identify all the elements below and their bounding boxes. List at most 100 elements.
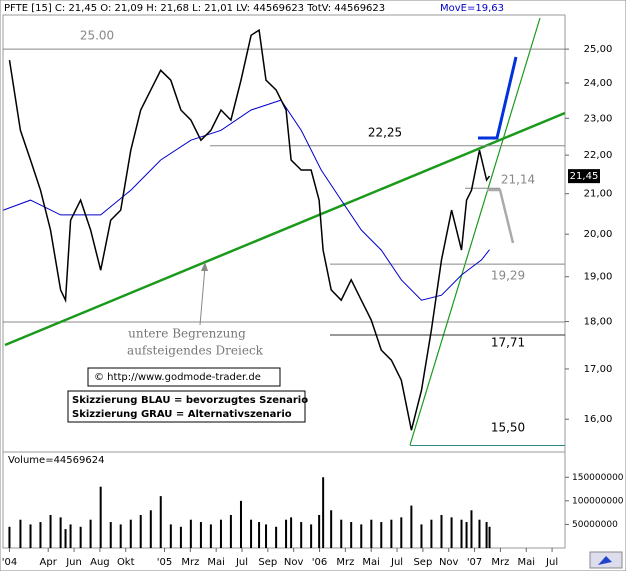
volume-tick-label: 50000000	[572, 520, 618, 530]
volume-tick-label: 150000000	[572, 473, 624, 483]
volume-bar	[49, 514, 52, 548]
volume-bar	[189, 519, 192, 548]
x-tick-label: Mai	[207, 557, 225, 568]
volume-bar	[64, 529, 67, 548]
tool-icon-glyph	[598, 556, 612, 565]
volume-bar	[430, 519, 433, 548]
volume-bar	[485, 522, 488, 548]
y-tick-label: 21,00	[584, 189, 613, 200]
y-tick-label: 25,00	[584, 44, 613, 55]
volume-bar	[229, 514, 232, 548]
volume-bar	[109, 522, 112, 548]
last-price-box	[568, 169, 600, 184]
volume-bar	[420, 524, 423, 548]
volume-bar	[465, 522, 468, 548]
volume-bar	[209, 524, 212, 548]
lower-trendline	[4, 111, 566, 347]
volume-bar	[119, 524, 122, 548]
x-tick-label: Nov	[284, 557, 304, 568]
copyright-box	[87, 367, 281, 387]
volume-bar	[169, 524, 172, 548]
volume-bar	[300, 522, 303, 548]
legend-note: Skizzierung GRAU = Alternativszenario	[72, 409, 292, 420]
price-line	[8, 28, 491, 431]
volume-bar	[290, 517, 293, 548]
ma-label: MovE=19,63	[440, 3, 504, 14]
volume-bar	[478, 519, 481, 548]
volume-bar	[310, 524, 313, 548]
volume-bar	[19, 519, 22, 548]
volume-bar	[8, 526, 11, 548]
x-tick-label: Apr	[40, 557, 58, 568]
volume-bar	[322, 477, 325, 548]
volume-bar	[99, 486, 102, 548]
volume-bar	[360, 524, 363, 548]
legend-box	[67, 390, 306, 423]
volume-bar	[350, 522, 353, 548]
x-tick-label: Mrz	[491, 557, 509, 568]
steep-trendline	[409, 17, 541, 446]
y-tick-label: 24,00	[584, 78, 613, 89]
x-tick-label: '06	[312, 557, 327, 568]
y-tick-label: 16,00	[584, 414, 613, 425]
volume-bar	[79, 526, 82, 548]
volume-bar	[139, 514, 142, 548]
x-tick-label: Jul	[235, 557, 248, 568]
y-tick-label: 19,00	[584, 272, 613, 283]
level-label: 19,29	[491, 269, 525, 283]
volume-bar	[149, 510, 152, 548]
volume-tick-label: 100000000	[572, 496, 624, 506]
annotation-text: aufsteigendes Dreieck	[127, 344, 264, 358]
x-tick-label: '05	[157, 557, 172, 568]
legend-note: Skizzierung BLAU = bevorzugtes Szenario	[72, 395, 308, 406]
y-tick-label: 18,00	[584, 317, 613, 328]
volume-bar	[199, 522, 202, 548]
arrowhead	[201, 262, 208, 271]
y-tick-label: 22,00	[584, 150, 613, 161]
volume-bar	[258, 522, 261, 548]
level-label: 21,14	[501, 173, 535, 187]
volume-bar	[275, 526, 278, 548]
x-tick-label: Jun	[65, 557, 82, 568]
x-tick-label: Mai	[362, 557, 380, 568]
volume-bar	[440, 514, 443, 548]
level-label: 17,71	[491, 336, 525, 350]
y-tick-label: 17,00	[584, 364, 613, 375]
volume-bar	[89, 519, 92, 548]
header: PFTE [15] C: 21,45 O: 21,09 H: 21,68 L: …	[4, 3, 385, 14]
x-tick-label: Sep	[258, 557, 277, 568]
volume-bar	[330, 510, 333, 548]
x-tick-label: Okt	[117, 557, 135, 568]
volume-bar	[318, 514, 321, 548]
x-tick-label: Mrz	[336, 557, 354, 568]
volume-bar	[39, 522, 42, 548]
volume-bar	[129, 519, 132, 548]
volume-bar	[488, 526, 491, 548]
annotation-text: untere Begrenzung	[128, 327, 246, 341]
volume-bar	[460, 519, 463, 548]
y-tick-label: 23,00	[584, 113, 613, 124]
volume-bar	[59, 517, 62, 548]
x-tick-label: Mai	[517, 557, 535, 568]
moving-average	[3, 99, 490, 301]
level-label: 15,50	[491, 421, 525, 435]
x-tick-label: '07	[467, 557, 482, 568]
volume-bar	[29, 524, 32, 548]
volume-bar	[410, 505, 413, 548]
volume-bar	[390, 519, 393, 548]
volume-bar	[219, 519, 222, 548]
volume-bar	[159, 496, 162, 548]
volume-bar	[69, 524, 72, 548]
blue-scenario	[478, 56, 518, 140]
x-tick-label: Jul	[390, 557, 403, 568]
volume-bar	[265, 524, 268, 548]
x-tick-label: Nov	[439, 557, 459, 568]
last-price-label: 21,45	[570, 171, 599, 182]
volume-bar	[370, 519, 373, 548]
level-label: 22,25	[368, 126, 402, 140]
x-tick-label: '04	[2, 557, 17, 568]
annotation-arrow	[199, 266, 206, 326]
